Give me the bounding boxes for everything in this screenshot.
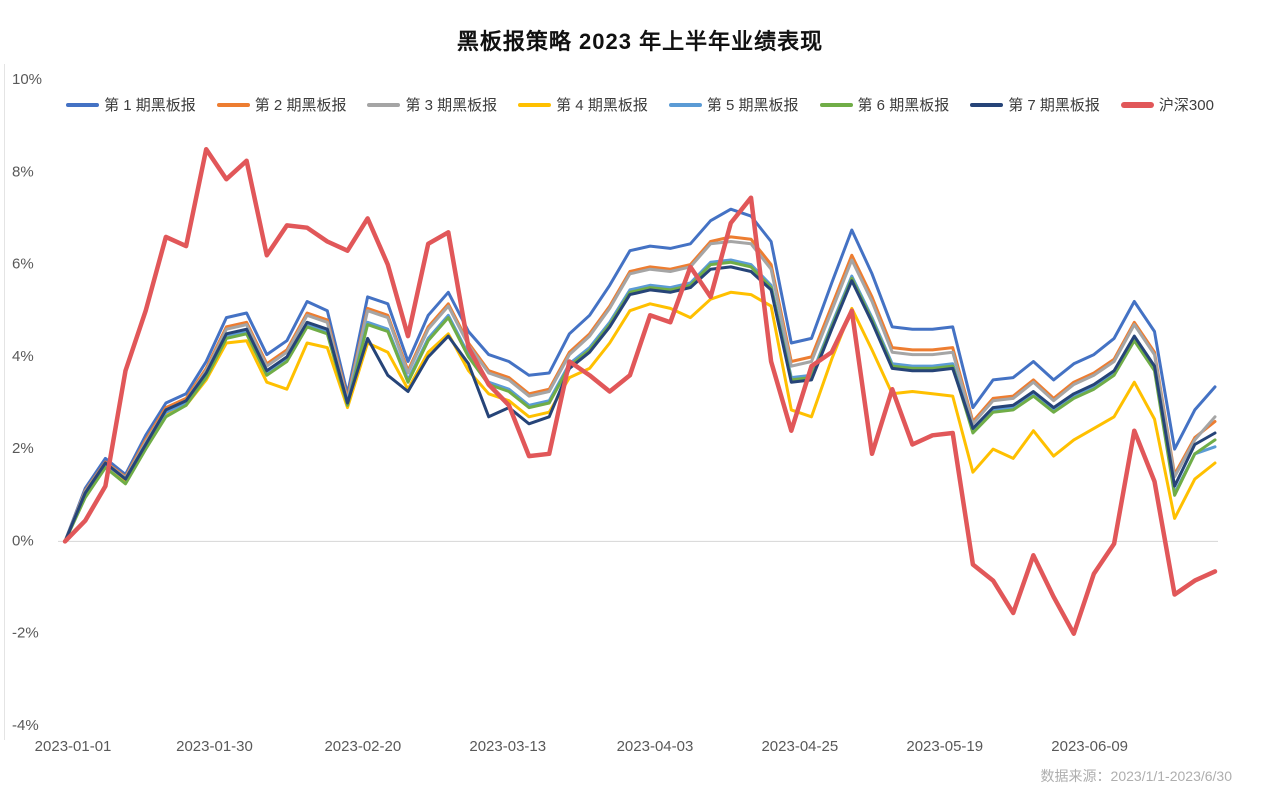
series-line-5 bbox=[63, 258, 1217, 543]
chart-title: 黑板报策略 2023 年上半年业绩表现 bbox=[456, 29, 824, 54]
legend-label: 第 1 期黑板报 bbox=[104, 97, 196, 114]
legend-line-swatch-icon bbox=[518, 102, 552, 107]
data-source: 数据来源：2023/1/1-2023/6/30 bbox=[1040, 768, 1232, 784]
y-tick-label: -4% bbox=[12, 717, 39, 734]
x-tick-label: 2023-01-01 bbox=[35, 738, 112, 755]
legend-item-4[interactable]: 第 4 期黑板报 bbox=[518, 94, 648, 115]
legend-line-swatch-icon bbox=[970, 102, 1004, 107]
legend-item-2[interactable]: 第 2 期黑板报 bbox=[216, 94, 347, 115]
x-tick-label: 2023-03-13 bbox=[469, 738, 546, 755]
x-tick-label: 2023-04-25 bbox=[761, 738, 838, 755]
series-line-7 bbox=[63, 265, 1217, 543]
x-tick-label: 2023-04-03 bbox=[617, 738, 694, 755]
legend-label: 第 6 期黑板报 bbox=[857, 97, 950, 114]
series-line-6 bbox=[63, 260, 1217, 543]
legend-item-7[interactable]: 第 7 期黑板报 bbox=[970, 94, 1100, 115]
legend-item-1[interactable]: 第 1 期黑板报 bbox=[66, 94, 196, 115]
legend-label: 第 7 期黑板报 bbox=[1008, 97, 1100, 114]
legend-line-swatch-icon bbox=[668, 102, 702, 107]
y-tick-label: 4% bbox=[12, 348, 34, 365]
series-line-8 bbox=[62, 146, 1218, 636]
legend-label: 第 4 期黑板报 bbox=[556, 97, 648, 114]
legend-item-6[interactable]: 第 6 期黑板报 bbox=[819, 94, 950, 115]
y-tick-label: 0% bbox=[12, 532, 34, 549]
x-tick-label: 2023-06-09 bbox=[1051, 738, 1128, 755]
legend-line-swatch-icon bbox=[216, 102, 250, 107]
legend-line-swatch-icon bbox=[367, 102, 401, 107]
y-tick-label: 10% bbox=[12, 71, 42, 88]
y-tick-label: 8% bbox=[12, 163, 34, 180]
legend-line-swatch-icon bbox=[1120, 101, 1154, 108]
series-line-4 bbox=[63, 290, 1217, 543]
legend-item-3[interactable]: 第 3 期黑板报 bbox=[367, 94, 497, 115]
legend-label: 第 5 期黑板报 bbox=[706, 97, 799, 114]
legend-label: 第 3 期黑板报 bbox=[405, 97, 498, 114]
x-tick-label: 2023-01-30 bbox=[176, 738, 253, 755]
legend-line-swatch-icon bbox=[66, 102, 100, 107]
legend-item-8[interactable]: 沪深300 bbox=[1120, 94, 1214, 115]
y-tick-label: -2% bbox=[12, 625, 39, 642]
legend-line-swatch-icon bbox=[819, 102, 853, 107]
x-tick-label: 2023-02-20 bbox=[324, 738, 401, 755]
legend-label: 沪深300 bbox=[1158, 97, 1214, 114]
legend-item-5[interactable]: 第 5 期黑板报 bbox=[668, 94, 799, 115]
x-tick-label: 2023-05-19 bbox=[906, 738, 983, 755]
series-line-1 bbox=[63, 207, 1217, 543]
y-tick-label: 2% bbox=[12, 440, 34, 457]
y-tick-label: 6% bbox=[12, 256, 34, 273]
legend: 第 1 期黑板报 第 2 期黑板报 第 3 期黑板报 第 4 期黑板报 第 5 期黑板报… bbox=[0, 94, 1280, 115]
series-line-3 bbox=[63, 240, 1217, 543]
legend-label: 第 2 期黑板报 bbox=[254, 97, 347, 114]
